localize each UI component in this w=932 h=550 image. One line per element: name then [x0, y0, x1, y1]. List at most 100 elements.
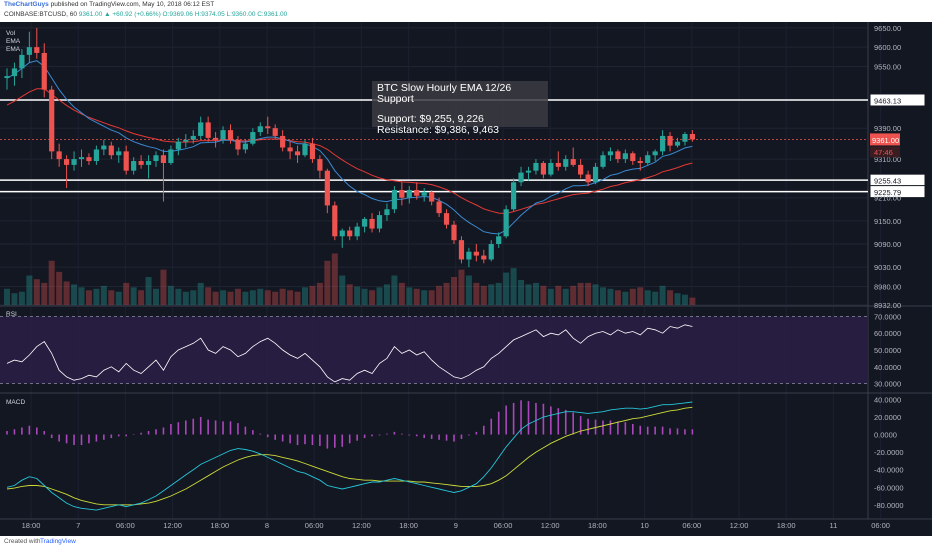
candle-body [145, 161, 152, 165]
macd-histogram-bar [527, 401, 530, 435]
macd-histogram-bar [6, 431, 8, 435]
candle-body [220, 130, 226, 140]
volume-bar [205, 287, 212, 305]
volume-bar [458, 269, 465, 305]
volume-bar [279, 288, 286, 305]
price-tick-label: 9550.00 [874, 62, 901, 71]
macd-histogram-bar [289, 434, 291, 444]
time-tick-label: 7 [76, 521, 80, 530]
candle [153, 151, 159, 167]
candle-body [622, 153, 628, 160]
candle [49, 85, 55, 160]
volume-bar [547, 288, 554, 305]
candle-body [451, 224, 457, 241]
candle-body [592, 166, 599, 183]
volume-bar [607, 288, 614, 305]
macd-histogram-bar [483, 425, 485, 435]
candle-body [578, 164, 584, 175]
volume-bar [689, 297, 696, 305]
candle [481, 249, 487, 264]
candle-body [213, 137, 219, 140]
macd-label: MACD [6, 399, 26, 406]
candle [466, 247, 472, 268]
tradingview-logo[interactable]: TradingView [40, 538, 76, 545]
macd-histogram-bar [520, 400, 522, 435]
candle-body [488, 244, 494, 260]
candle [4, 68, 10, 90]
candle [414, 182, 420, 200]
candle [34, 27, 40, 59]
candle-body [645, 155, 651, 163]
publisher-name[interactable]: TheChartGuys [4, 1, 49, 8]
candle [667, 132, 673, 152]
candle [682, 132, 688, 146]
macd-histogram-bar [28, 425, 31, 435]
macd-histogram-bar [602, 420, 604, 435]
volume-bar [316, 282, 323, 305]
last-price-tag [870, 133, 900, 146]
candle-body [518, 172, 524, 183]
volume-bar [227, 291, 234, 305]
macd-histogram-bar [132, 434, 135, 436]
macd-signal-line [6, 406, 693, 506]
ema-slow-line [6, 88, 693, 215]
rsi-band [0, 316, 868, 384]
candle [339, 228, 345, 248]
macd-histogram-bar [199, 416, 202, 435]
rsi-label: RSI [6, 311, 17, 318]
macd-histogram-bar [371, 434, 373, 437]
candle [183, 134, 189, 148]
candle-body [235, 139, 241, 150]
macd-histogram-bar [415, 434, 418, 437]
chart-svg[interactable]: 9463.13 9255.43 9225.79 9650.00 9600.00 9550.… [0, 22, 932, 536]
candle [369, 213, 375, 233]
candle-body [294, 151, 301, 156]
macd-histogram-bar [512, 402, 515, 435]
macd-histogram-bar [468, 434, 470, 436]
volume-bar [160, 269, 167, 305]
candle [503, 205, 509, 239]
candle-body [399, 189, 405, 198]
volume-bar [346, 284, 353, 305]
candle-body [563, 159, 569, 167]
candle-body [11, 68, 18, 77]
candle-body [525, 170, 532, 173]
candle [235, 135, 241, 156]
candle-body [101, 145, 107, 150]
candle-body [607, 151, 614, 156]
candle-body [227, 130, 234, 140]
candle [86, 153, 92, 165]
macd-histogram-bar [669, 428, 671, 435]
volume-bar [234, 288, 241, 305]
rsi-tick-label: 30.0000 [874, 380, 901, 389]
time-tick-label: 10 [640, 521, 648, 530]
candle-body [652, 151, 658, 156]
candle [257, 122, 263, 136]
candle-body [198, 122, 204, 136]
candle [205, 116, 211, 142]
volume-bar [167, 285, 174, 305]
candle-body [93, 149, 99, 162]
candle [317, 155, 323, 179]
candle-body [272, 128, 278, 136]
macd-histogram-bar [110, 434, 113, 439]
macd-histogram-bar [21, 427, 23, 435]
time-tick-label: 18:00 [210, 521, 229, 530]
price-tick-label: 8932.00 [874, 301, 901, 310]
macd-histogram-bar [564, 409, 567, 435]
candle-body [630, 153, 636, 162]
candle-body [4, 76, 10, 79]
macd-histogram-bar [408, 434, 411, 436]
candle-body [175, 141, 181, 150]
macd-histogram-bar [646, 426, 649, 435]
volume-bar [570, 285, 577, 305]
candle-body [511, 182, 517, 210]
candle-body [548, 162, 554, 175]
volume-bar [309, 285, 316, 305]
annotation-box[interactable]: BTC Slow Hourly EMA 12/26 Support Suppor… [372, 81, 548, 136]
candle-body [674, 141, 681, 146]
volume-bar [391, 275, 398, 305]
candle [26, 31, 32, 63]
volume-bar [540, 285, 547, 305]
candle [287, 141, 293, 160]
